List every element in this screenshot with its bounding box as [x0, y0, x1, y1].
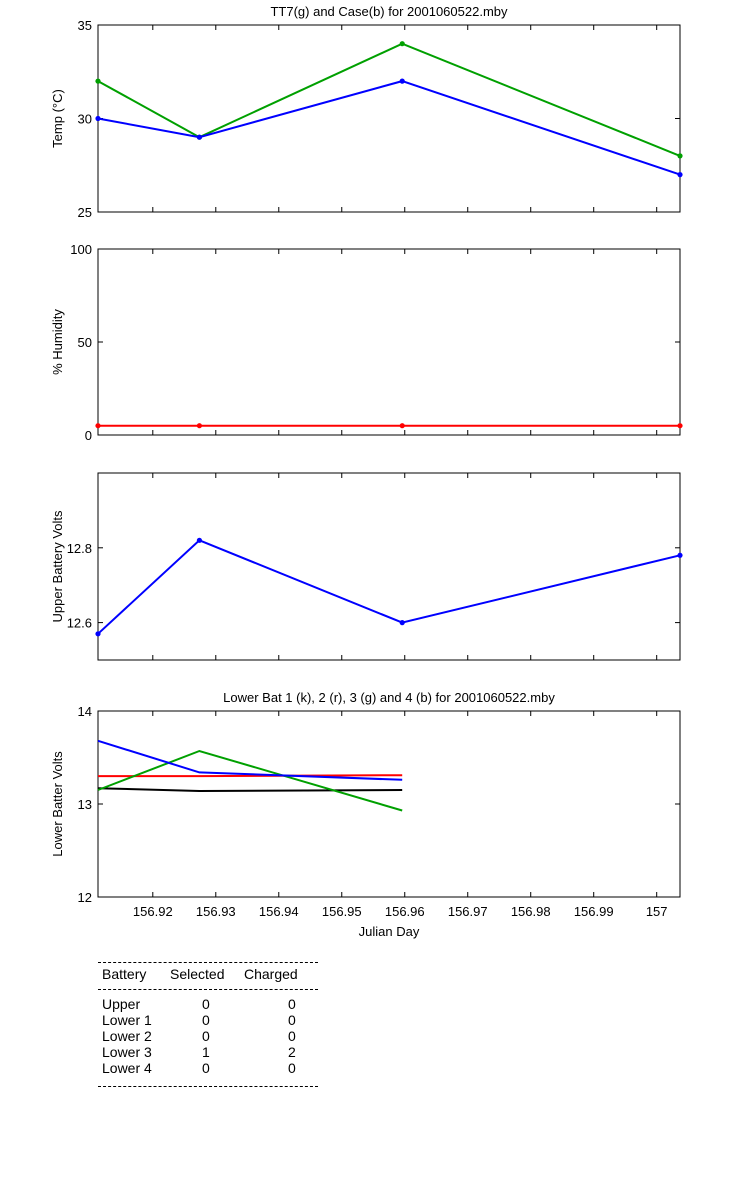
data-point — [677, 552, 683, 558]
y-axis-label: Upper Battery Volts — [50, 510, 65, 622]
chart-figure: 25 30 35 TT7(g) and Case(b) for 2001060522.… — [50, 4, 683, 939]
battery-charged: 0 — [288, 1060, 296, 1076]
data-point — [399, 423, 405, 429]
table-header-rule — [98, 989, 318, 990]
plot-frame — [97, 472, 681, 661]
x-tick-label: 156.98 — [511, 904, 551, 919]
y-tick-label: 50 — [78, 335, 92, 350]
data-point — [196, 537, 203, 543]
y-tick-label: 25 — [78, 205, 92, 220]
x-tick-label: 156.97 — [448, 904, 488, 919]
battery-selected: 0 — [202, 1060, 210, 1076]
chart-title: Lower Bat 1 (k), 2 (r), 3 (g) and 4 (b) … — [223, 690, 555, 705]
table-row: Lower 3 1 2 — [98, 1044, 318, 1060]
header-charged: Charged — [244, 966, 298, 982]
data-point — [399, 78, 405, 84]
x-tick-label: 157 — [646, 904, 668, 919]
table-row: Lower 1 0 0 — [98, 1012, 318, 1028]
x-tick-label: 156.94 — [259, 904, 299, 919]
battery-charged: 0 — [288, 1028, 296, 1044]
y-tick-label: 12.6 — [67, 616, 92, 631]
x-tick-label: 156.93 — [196, 904, 236, 919]
y-tick-label: 30 — [78, 112, 92, 127]
series-line — [97, 749, 403, 812]
table-row: Lower 4 0 0 — [98, 1060, 318, 1076]
data-point — [677, 153, 683, 159]
y-tick-label: 100 — [70, 242, 92, 257]
table-row: Lower 2 0 0 — [98, 1028, 318, 1044]
y-tick-label: 35 — [78, 18, 92, 33]
x-tick-label: 156.92 — [133, 904, 173, 919]
y-axis-label: Lower Batter Volts — [50, 751, 65, 857]
y-tick-label: 0 — [85, 428, 92, 443]
battery-charged: 0 — [288, 1012, 296, 1028]
x-axis-label: Julian Day — [359, 924, 420, 939]
data-point — [95, 423, 101, 429]
battery-table: Battery Selected Charged Upper 0 0 Lower… — [98, 962, 318, 1087]
series-line — [97, 42, 681, 157]
table-top-rule — [98, 962, 318, 963]
battery-name: Lower 4 — [102, 1060, 152, 1076]
plot-frame — [97, 24, 681, 213]
plot-frame — [97, 248, 681, 436]
plot-frame — [97, 710, 681, 898]
y-tick-label: 14 — [78, 704, 92, 719]
series-line — [97, 539, 681, 635]
data-point — [399, 620, 405, 626]
data-point — [196, 423, 203, 429]
y-tick-label: 13 — [78, 797, 92, 812]
series-line — [97, 80, 681, 176]
chart-title: TT7(g) and Case(b) for 2001060522.mby — [270, 4, 508, 19]
data-point — [196, 134, 203, 140]
battery-name: Lower 3 — [102, 1044, 152, 1060]
data-point — [399, 41, 405, 47]
x-tick-label: 156.99 — [574, 904, 614, 919]
battery-name: Lower 1 — [102, 1012, 152, 1028]
battery-charged: 2 — [288, 1044, 296, 1060]
battery-selected: 0 — [202, 1028, 210, 1044]
series-line — [97, 739, 403, 781]
table-bottom-rule — [98, 1086, 318, 1087]
data-point — [95, 115, 101, 122]
y-axis-label: Temp (°C) — [50, 89, 65, 148]
series-line — [97, 787, 403, 793]
battery-charged: 0 — [288, 996, 296, 1012]
battery-selected: 0 — [202, 996, 210, 1012]
data-point — [95, 631, 101, 637]
table-row: Upper 0 0 — [98, 996, 318, 1012]
header-selected: Selected — [170, 966, 225, 982]
y-tick-label: 12.8 — [67, 541, 92, 556]
x-tick-label: 156.95 — [322, 904, 362, 919]
battery-selected: 0 — [202, 1012, 210, 1028]
header-battery: Battery — [102, 966, 147, 982]
data-point — [677, 423, 683, 429]
data-point — [677, 172, 683, 178]
table-header: Battery Selected Charged — [98, 963, 318, 989]
y-tick-label: 12 — [78, 890, 92, 905]
battery-name: Lower 2 — [102, 1028, 152, 1044]
data-point — [95, 78, 101, 84]
x-tick-label: 156.96 — [385, 904, 425, 919]
y-axis-label: % Humidity — [50, 309, 65, 375]
battery-name: Upper — [102, 996, 141, 1012]
series-line — [98, 774, 403, 778]
battery-selected: 1 — [202, 1044, 210, 1060]
